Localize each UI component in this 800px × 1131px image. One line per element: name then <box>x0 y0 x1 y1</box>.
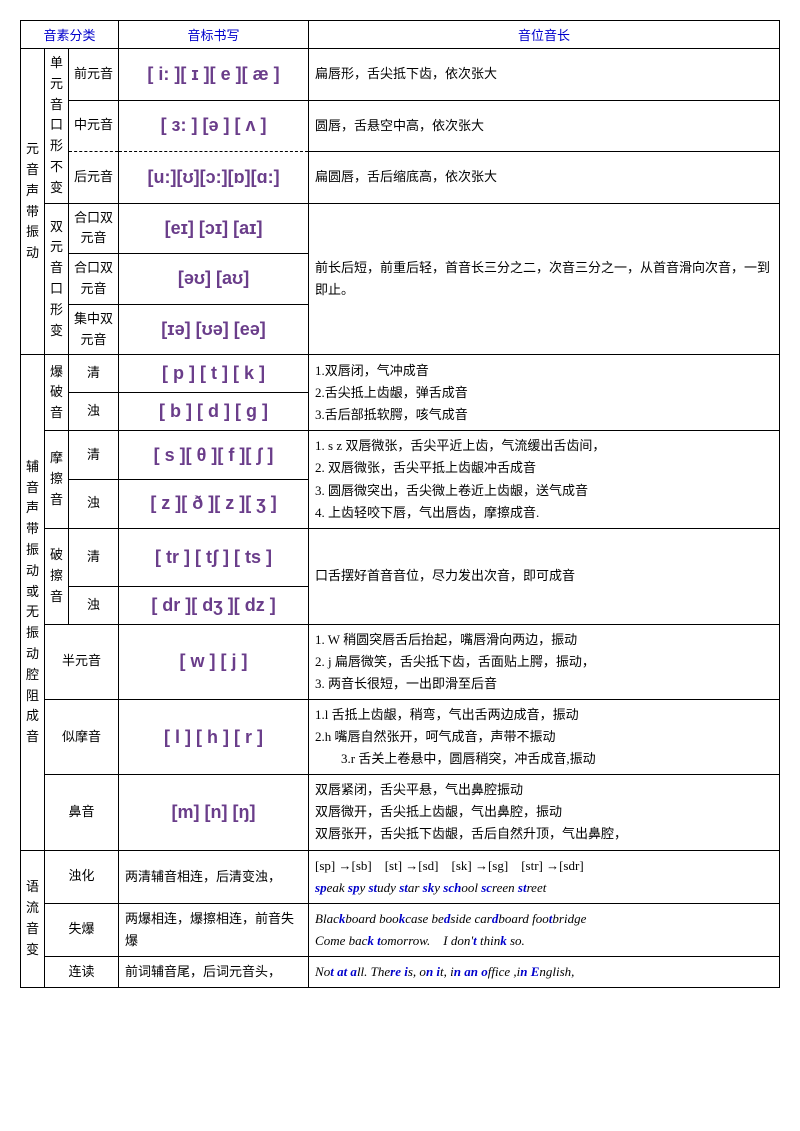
consonant-main: 辅音 声带振动或无振动 腔阻成音 <box>21 355 45 850</box>
desc-liaison: 前词辅音尾，后词元音头， <box>119 956 309 987</box>
ipa-semi: [ w ] [ j ] <box>119 624 309 699</box>
desc-diph: 前长后短，前重后轻，首音长三分之二，次音三分之一，从首音滑向次音，一到即止。 <box>309 203 780 355</box>
desc-approx: 1.l 舌抵上齿龈，稍弯，气出舌两边成音，振动 2.h 嘴唇自然张开，呵气成音，… <box>309 700 780 775</box>
ipa-a1: [ tr ] [ tʃ ] [ ts ] <box>119 528 309 586</box>
plosive: 爆破音 <box>45 355 69 431</box>
front-label: 前元音 <box>69 49 119 101</box>
desc-front: 扁唇形，舌尖抵下齿，依次张大 <box>309 49 780 101</box>
desc-semi: 1. W 稍圆突唇舌后抬起，嘴唇滑向两边，振动 2. j 扁唇微笑，舌尖抵下齿，… <box>309 624 780 699</box>
ex-liaison: Not at all. There is, on it, in an offic… <box>309 956 780 987</box>
ipa-f1: [ s ][ θ ][ f ][ ʃ ] <box>119 431 309 480</box>
row-fricative-voiceless: 摩擦音 清 [ s ][ θ ][ f ][ ʃ ] 1. s z 双唇微张，舌… <box>21 431 780 480</box>
row-nasal: 鼻音 [m] [n] [ŋ] 双唇紧闭，舌尖平悬，气出鼻腔振动 双唇微开，舌尖抵… <box>21 775 780 850</box>
desc-mid: 圆唇，舌悬空中高，依次张大 <box>309 100 780 152</box>
nasal-label: 鼻音 <box>45 775 119 850</box>
desc-loss: 两爆相连，爆擦相连，前音失爆 <box>119 903 309 956</box>
fricative-voiced: 浊 <box>69 480 119 529</box>
row-voicing: 语流音变 浊化 两清辅音相连，后清变浊， [sp] →[sb] [st] →[s… <box>21 850 780 903</box>
ex-voicing: [sp] →[sb] [st] →[sd] [sk] →[sg] [str] →… <box>309 850 780 903</box>
desc-affricate: 口舌摆好首音音位，尽力发出次音，即可成音 <box>309 528 780 624</box>
desc-nasal: 双唇紧闭，舌尖平悬，气出鼻腔振动 双唇微开，舌尖抵上齿龈，气出鼻腔，振动 双唇张… <box>309 775 780 850</box>
ipa-d3: [ɪə] [ʊə] [eə] <box>119 304 309 355</box>
approx-label: 似摩音 <box>45 700 119 775</box>
close1-label: 合口双元音 <box>69 203 119 254</box>
fricative-voiceless: 清 <box>69 431 119 480</box>
header-row: 音素分类 音标书写 音位音长 <box>21 21 780 49</box>
desc-plosive: 1.双唇闭，气冲成音 2.舌尖抵上齿龈，弹舌成音 3.舌后部抵软腭，咳气成音 <box>309 355 780 431</box>
ipa-approx: [ l ] [ h ] [ r ] <box>119 700 309 775</box>
ipa-d1: [eɪ] [ɔɪ] [aɪ] <box>119 203 309 254</box>
mono-vowel: 单元音口形不变 <box>45 49 69 204</box>
row-diph1: 双元音口形变 合口双元音 [eɪ] [ɔɪ] [aɪ] 前长后短，前重后轻，首音… <box>21 203 780 254</box>
ipa-front: [ i: ][ ɪ ][ e ][ æ ] <box>119 49 309 101</box>
plosive-voiceless: 清 <box>69 355 119 393</box>
row-affricate-voiceless: 破擦音 清 [ tr ] [ tʃ ] [ ts ] 口舌摆好首音音位，尽力发出… <box>21 528 780 586</box>
affricate-voiceless: 清 <box>69 528 119 586</box>
row-front-vowel: 元音 声带振动 单元音口形不变 前元音 [ i: ][ ɪ ][ e ][ æ … <box>21 49 780 101</box>
loss-label: 失爆 <box>45 903 119 956</box>
affricate-voiced: 浊 <box>69 586 119 624</box>
ex-loss: Blackboard bookcase bedside cardboard fo… <box>309 903 780 956</box>
ipa-a2: [ dr ][ dʒ ][ dz ] <box>119 586 309 624</box>
affricate: 破擦音 <box>45 528 69 624</box>
ipa-nasal: [m] [n] [ŋ] <box>119 775 309 850</box>
liaison-label: 连读 <box>45 956 119 987</box>
header-ipa: 音标书写 <box>119 21 309 49</box>
ipa-mid: [ ɜ: ] [ə ] [ ʌ ] <box>119 100 309 152</box>
ipa-p2: [ b ] [ d ] [ g ] <box>119 393 309 431</box>
row-approx: 似摩音 [ l ] [ h ] [ r ] 1.l 舌抵上齿龈，稍弯，气出舌两边… <box>21 700 780 775</box>
plosive-voiced: 浊 <box>69 393 119 431</box>
desc-voicing: 两清辅音相连，后清变浊， <box>119 850 309 903</box>
row-back-vowel: 后元音 [u:][ʊ][ɔ:][ɒ][ɑ:] 扁圆唇，舌后缩底高，依次张大 <box>21 152 780 204</box>
flow-main: 语流音变 <box>21 850 45 987</box>
desc-fricative: 1. s z 双唇微张，舌尖平近上齿，气流缓出舌齿间， 2. 双唇微张，舌尖平抵… <box>309 431 780 528</box>
ipa-p1: [ p ] [ t ] [ k ] <box>119 355 309 393</box>
row-liaison: 连读 前词辅音尾，后词元音头， Not at all. There is, on… <box>21 956 780 987</box>
ipa-back: [u:][ʊ][ɔ:][ɒ][ɑ:] <box>119 152 309 204</box>
row-loss: 失爆 两爆相连，爆擦相连，前音失爆 Blackboard bookcase be… <box>21 903 780 956</box>
mid-label: 中元音 <box>69 100 119 152</box>
desc-back: 扁圆唇，舌后缩底高，依次张大 <box>309 152 780 204</box>
header-classification: 音素分类 <box>21 21 119 49</box>
back-label: 后元音 <box>69 152 119 204</box>
header-desc: 音位音长 <box>309 21 780 49</box>
di-vowel: 双元音口形变 <box>45 203 69 355</box>
semi-label: 半元音 <box>45 624 119 699</box>
voicing-label: 浊化 <box>45 850 119 903</box>
phonetics-table: 音素分类 音标书写 音位音长 元音 声带振动 单元音口形不变 前元音 [ i: … <box>20 20 780 988</box>
close2-label: 合口双元音 <box>69 254 119 305</box>
row-semi: 半元音 [ w ] [ j ] 1. W 稍圆突唇舌后抬起，嘴唇滑向两边，振动 … <box>21 624 780 699</box>
row-plosive-voiceless: 辅音 声带振动或无振动 腔阻成音 爆破音 清 [ p ] [ t ] [ k ]… <box>21 355 780 393</box>
row-mid-vowel: 中元音 [ ɜ: ] [ə ] [ ʌ ] 圆唇，舌悬空中高，依次张大 <box>21 100 780 152</box>
vowel-main: 元音 声带振动 <box>21 49 45 355</box>
ipa-d2: [əʊ] [aʊ] <box>119 254 309 305</box>
ipa-f2: [ z ][ ð ][ z ][ ʒ ] <box>119 480 309 529</box>
center-label: 集中双元音 <box>69 304 119 355</box>
